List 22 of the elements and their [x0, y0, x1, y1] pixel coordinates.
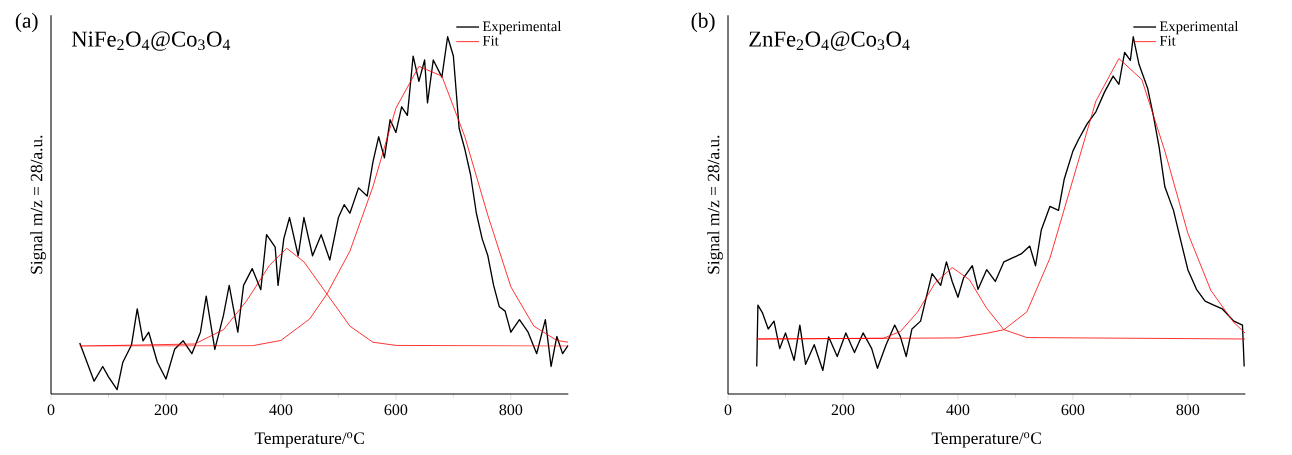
chart-title: (b) [691, 12, 715, 33]
y-axis-title: Signal m/z = 28/a.u. [30, 135, 46, 274]
x-tick-label: 800 [499, 404, 523, 416]
x-tick-label: 0 [47, 404, 55, 416]
legend-label: Experimental [1159, 20, 1239, 35]
chart-title: (a) [15, 12, 38, 33]
legend-label: Fit [1159, 35, 1176, 46]
x-tick-label: 600 [1061, 404, 1085, 416]
x-axis-title: Temperature/$^{o}$C [931, 432, 1041, 448]
x-tick-label: 800 [1176, 404, 1200, 416]
legend-label: Fit [482, 35, 499, 46]
x-tick-label: 400 [269, 404, 293, 416]
chart-subtitle: NiFe$_{2}$O$_{4}$@Co$_{3}$O$_{4}$ [71, 31, 231, 51]
x-axis-title: Temperature/$^{o}$C [254, 432, 364, 448]
x-tick-label: 600 [384, 404, 408, 416]
legend-label: Experimental [482, 20, 562, 35]
chart-subtitle: ZnFe$_{2}$O$_{4}$@Co$_{3}$O$_{4}$ [749, 31, 910, 51]
x-tick-label: 200 [831, 404, 855, 416]
y-axis-title: Signal m/z = 28/a.u. [707, 135, 723, 274]
x-tick-label: 200 [154, 404, 178, 416]
x-tick-label: 0 [724, 404, 732, 416]
x-tick-label: 400 [946, 404, 970, 416]
